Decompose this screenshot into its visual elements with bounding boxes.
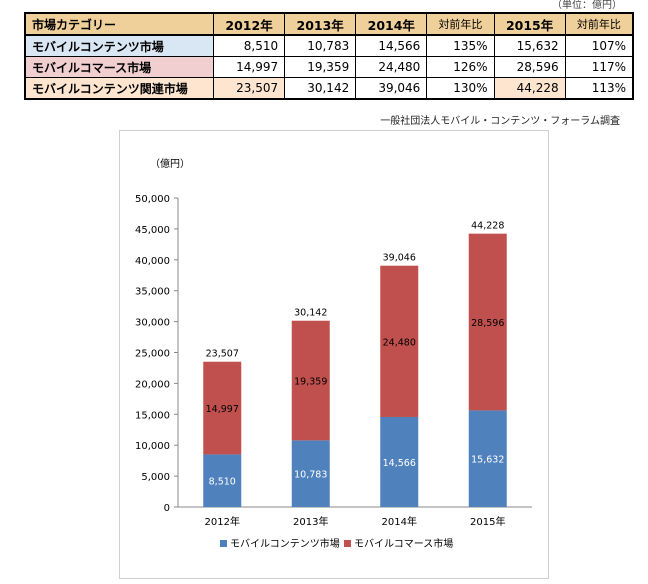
bar-value-label: 24,480 (383, 337, 416, 348)
cell-2015: 28,596 (493, 56, 566, 78)
bar-segment (380, 265, 419, 417)
total-value-label: 23,507 (206, 349, 239, 360)
cell-ratio-2014: 130% (426, 77, 495, 100)
cell-ratio-2015: 107% (564, 34, 634, 57)
legend-swatch (344, 540, 351, 547)
cell-2013: 19,359 (284, 56, 357, 78)
table-row: モバイルコマース市場 14,997 19,359 24,480 126% 28,… (24, 56, 634, 78)
cell-2015: 44,228 (493, 77, 566, 100)
legend-label: モバイルコマース市場 (354, 537, 453, 550)
table-row: モバイルコンテンツ市場 8,510 10,783 14,566 135% 15,… (24, 34, 634, 57)
market-table: 市場カテゴリー 2012年 2013年 2014年 対前年比 2015年 対前年… (24, 12, 634, 100)
header-2012: 2012年 (212, 12, 286, 36)
x-tick-label: 2013年 (293, 515, 328, 528)
header-2013: 2013年 (284, 12, 357, 36)
bar-value-label: 19,359 (294, 377, 327, 388)
total-value-label: 44,228 (471, 221, 504, 232)
stacked-bar-chart: （億円） 0 5,000 10,000 15,000 20,000 25,000 30,000… (135, 157, 532, 550)
y-tick-label: 5,000 (141, 472, 170, 483)
legend-swatch (220, 540, 227, 547)
cell-ratio-2015: 113% (564, 77, 634, 100)
header-2014: 2014年 (355, 12, 428, 36)
y-tick-label: 15,000 (135, 410, 170, 421)
y-tick-label: 45,000 (135, 225, 170, 236)
total-value-label: 39,046 (383, 253, 416, 264)
bar-segment (203, 454, 242, 507)
cell-2013: 30,142 (284, 77, 357, 100)
cell-ratio-2014: 126% (426, 56, 495, 78)
table-header-row: 市場カテゴリー 2012年 2013年 2014年 対前年比 2015年 対前年… (24, 12, 634, 36)
x-tick-label: 2015年 (470, 515, 505, 528)
y-tick-label: 40,000 (135, 256, 170, 267)
source-note: 一般社団法人モバイル・コンテンツ・フォーラム調査 (380, 116, 620, 127)
unit-note: （単位：億円） (552, 0, 622, 11)
row-name: モバイルコマース市場 (24, 56, 214, 78)
bar-segment (468, 233, 507, 411)
bar-segment (468, 410, 507, 507)
y-tick-label: 30,000 (135, 318, 170, 329)
header-ratio-2015: 対前年比 (564, 12, 634, 36)
y-tick-label: 25,000 (135, 349, 170, 360)
bar-value-label: 8,510 (209, 477, 236, 488)
header-category: 市場カテゴリー (24, 12, 214, 36)
x-tick-label: 2014年 (382, 515, 417, 528)
legend-label: モバイルコンテンツ市場 (230, 537, 340, 550)
bar-value-label: 15,632 (471, 455, 504, 466)
cell-ratio-2014: 135% (426, 34, 495, 57)
y-tick-label: 10,000 (135, 441, 170, 452)
cell-2012: 14,997 (212, 56, 286, 78)
cell-2012: 8,510 (212, 34, 286, 57)
bar-segment (291, 320, 330, 441)
y-tick-label: 35,000 (135, 287, 170, 298)
cell-2015: 15,632 (493, 34, 566, 57)
cell-2014: 39,046 (355, 77, 428, 100)
bar-value-label: 14,566 (383, 458, 416, 469)
bar-value-label: 14,997 (206, 404, 239, 415)
header-ratio-2014: 対前年比 (426, 12, 495, 36)
row-name: モバイルコンテンツ市場 (24, 34, 214, 57)
cell-2013: 10,783 (284, 34, 357, 57)
cell-2014: 24,480 (355, 56, 428, 78)
y-unit-label: （億円） (150, 157, 190, 170)
bar-value-label: 28,596 (471, 318, 504, 329)
cell-ratio-2015: 117% (564, 56, 634, 78)
table-row: モバイルコンテンツ関連市場 23,507 30,142 39,046 130% … (24, 77, 634, 100)
header-2015: 2015年 (493, 12, 566, 36)
bar-value-label: 10,783 (294, 470, 327, 481)
x-tick-label: 2012年 (205, 515, 240, 528)
bar-segment (291, 440, 330, 507)
cell-2012: 23,507 (212, 77, 286, 100)
y-tick-label: 50,000 (135, 194, 170, 205)
y-tick-label: 20,000 (135, 379, 170, 390)
cell-2014: 14,566 (355, 34, 428, 57)
chart-frame: （億円） 0 5,000 10,000 15,000 20,000 25,000 30,000… (119, 130, 549, 579)
bar-segment (380, 416, 419, 507)
bar-segment (203, 361, 242, 455)
row-name: モバイルコンテンツ関連市場 (24, 77, 214, 100)
y-tick-label: 0 (164, 503, 170, 514)
total-value-label: 30,142 (294, 308, 327, 319)
